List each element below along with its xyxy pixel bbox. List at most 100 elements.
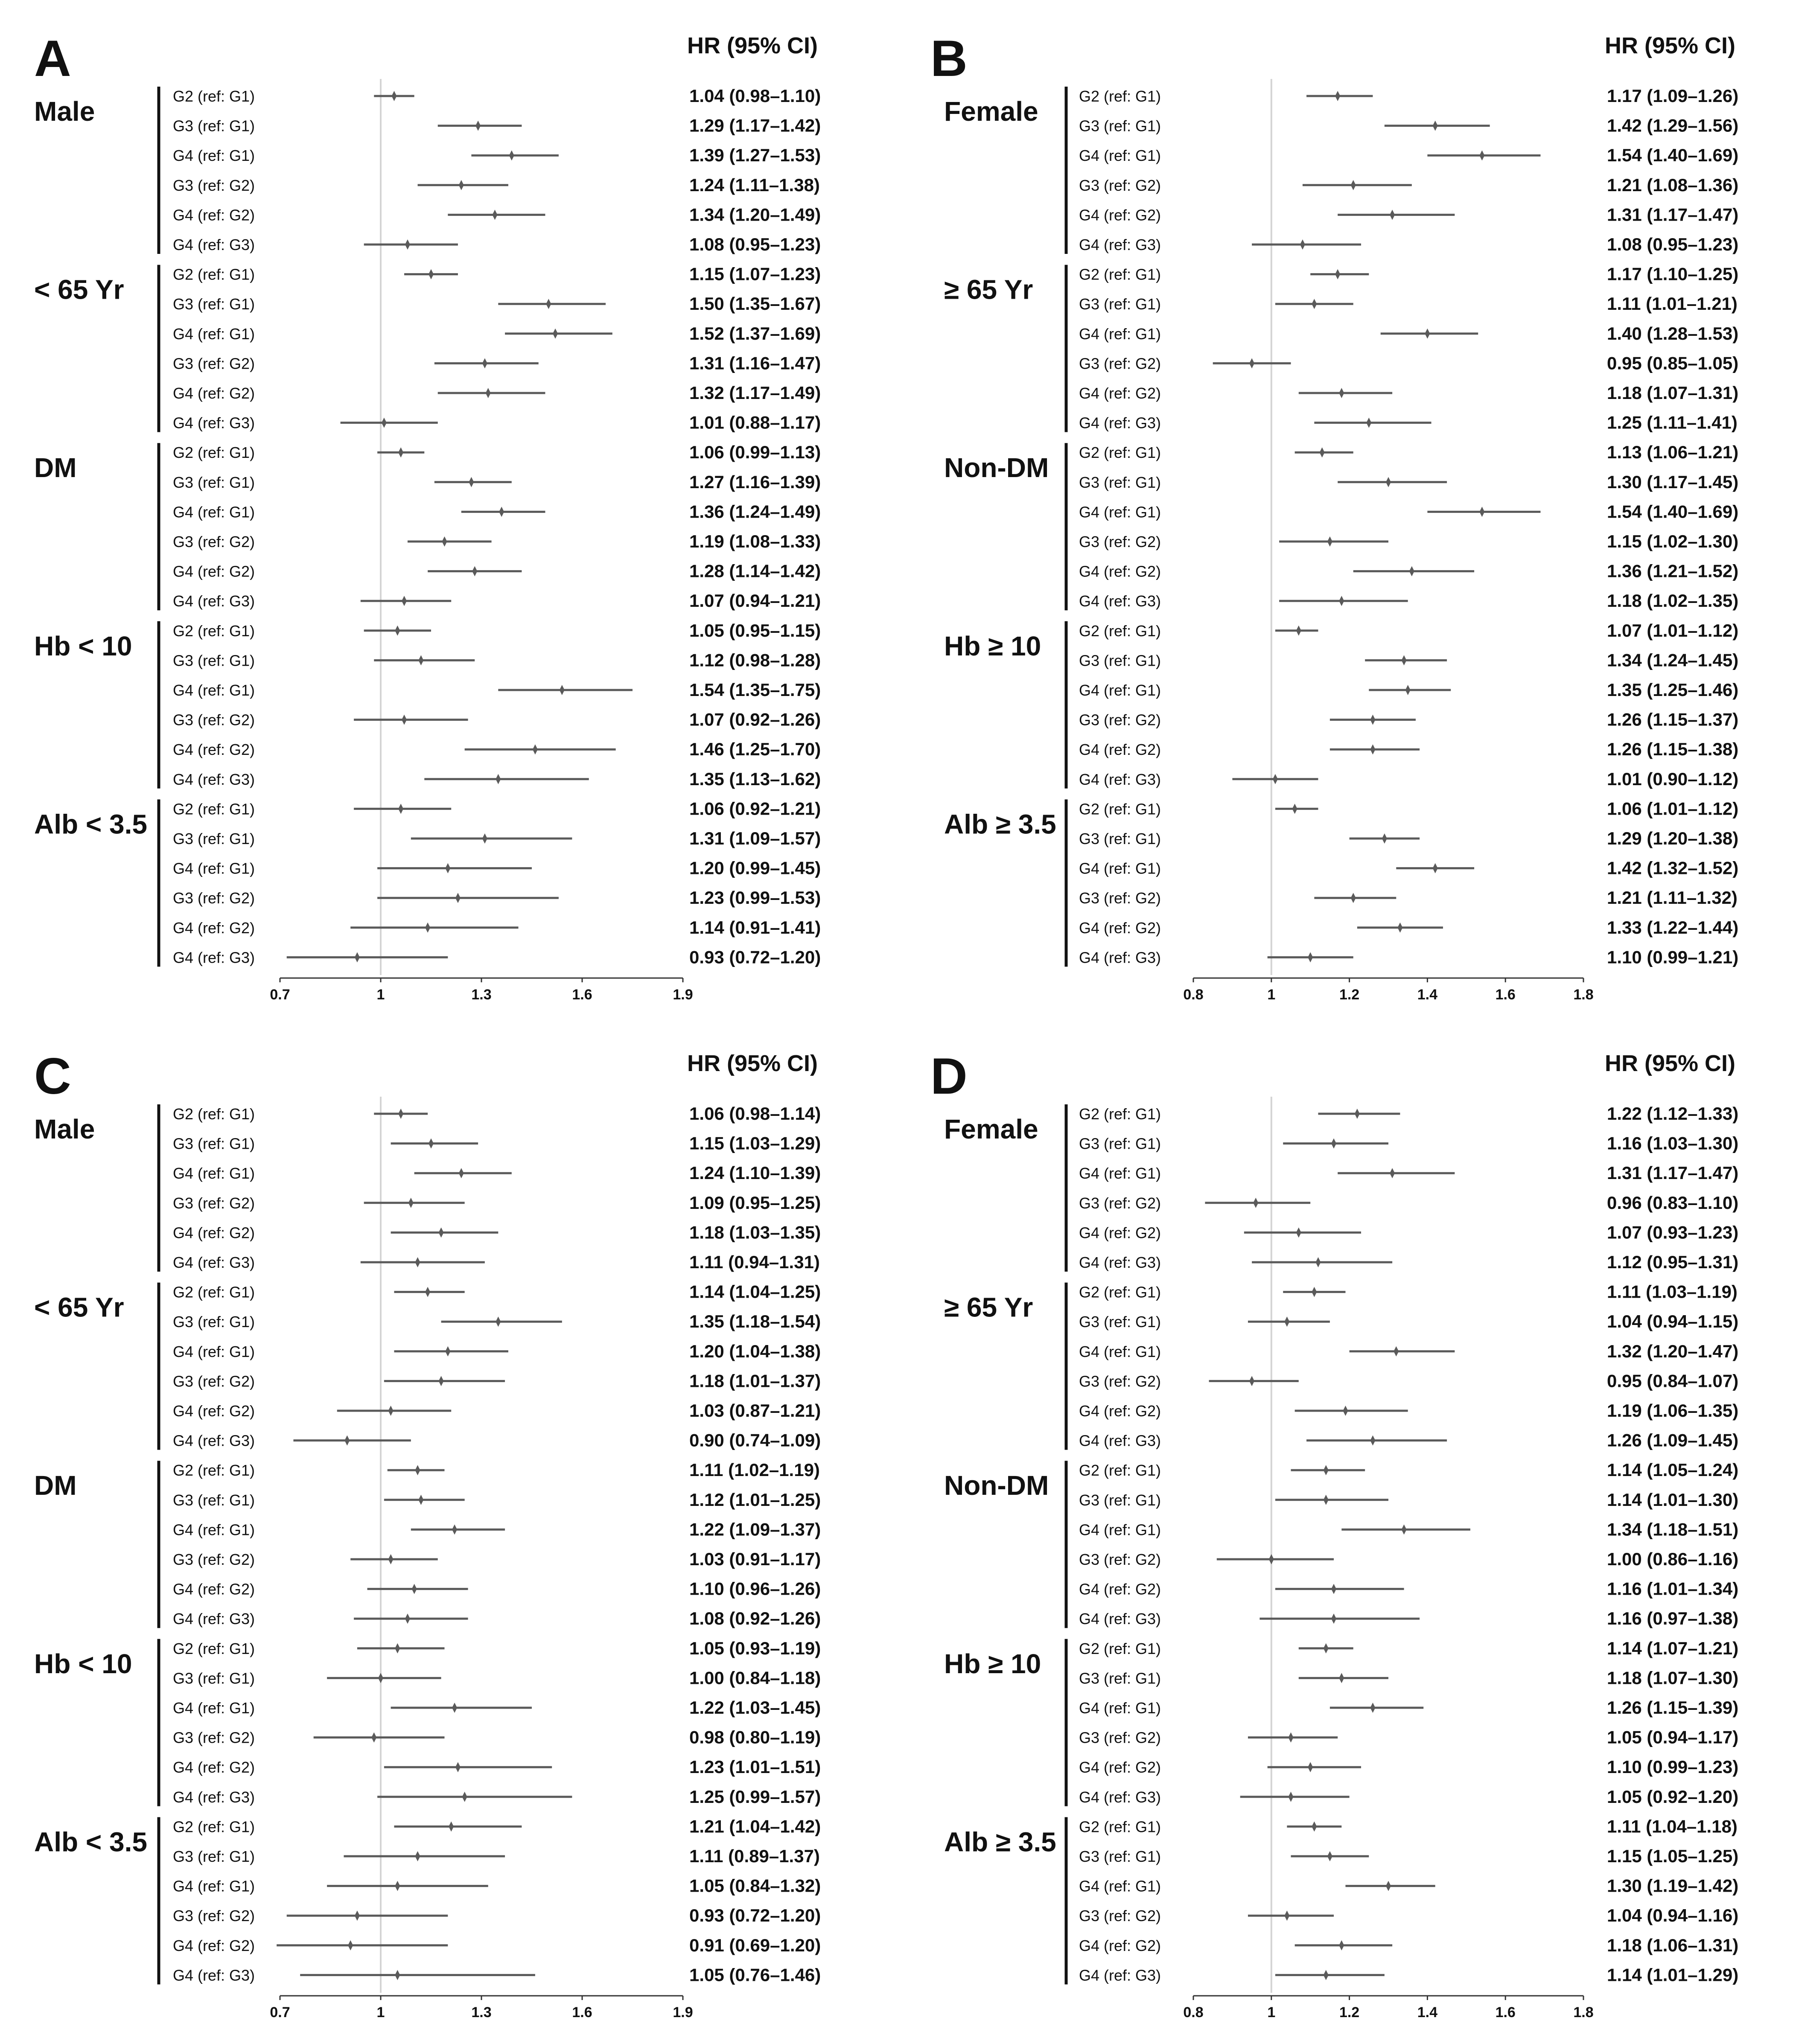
comparison-label: G4 (ref: G1) (1079, 147, 1161, 164)
comparison-label: G4 (ref: G1) (173, 1521, 255, 1538)
hazard-ratio-marker (496, 1316, 501, 1327)
x-tick-label: 1 (1267, 2004, 1275, 2021)
hr-value-text: 1.22 (1.12–1.33) (1607, 1104, 1738, 1124)
hr-value-text: 1.19 (1.08–1.33) (689, 531, 821, 551)
hazard-ratio-marker (1405, 685, 1411, 695)
comparison-label: G4 (ref: G2) (1079, 563, 1161, 580)
hazard-ratio-marker (1343, 1406, 1348, 1416)
hr-value-text: 1.11 (1.03–1.19) (1607, 1282, 1738, 1302)
comparison-label: G3 (ref: G2) (1079, 177, 1161, 194)
hazard-ratio-marker (1370, 1435, 1376, 1446)
hazard-ratio-marker (452, 1524, 458, 1535)
comparison-label: G3 (ref: G2) (173, 1194, 255, 1212)
comparison-label: G3 (ref: G2) (173, 1372, 255, 1390)
hr-value-text: 1.34 (1.18–1.51) (1607, 1519, 1738, 1539)
comparison-label: G4 (ref: G3) (1079, 1966, 1161, 1984)
hazard-ratio-marker (1312, 1821, 1317, 1832)
comparison-label: G4 (ref: G2) (1079, 1224, 1161, 1241)
panel-c: C HR (95% CI) 0.7 1 1.3 1.6 1.9 Male G2 (ref: G1… (34, 1048, 821, 2021)
hazard-ratio-marker (1268, 1554, 1274, 1564)
subgroup-label: Non-DM (944, 452, 1049, 483)
comparison-label: G3 (ref: G2) (1079, 1372, 1161, 1390)
comparison-label: G2 (ref: G1) (1079, 1105, 1161, 1123)
subgroup-label: ≥ 65 Yr (944, 1292, 1033, 1323)
comparison-label: G4 (ref: G3) (173, 1966, 255, 1984)
comparison-label: G4 (ref: G2) (173, 1581, 255, 1598)
hazard-ratio-marker (1272, 774, 1278, 784)
subgroup-label: Male (34, 96, 95, 127)
hazard-ratio-marker (1327, 536, 1332, 547)
hr-value-text: 1.23 (1.01–1.51) (689, 1757, 821, 1777)
comparison-label: G3 (ref: G1) (1079, 1669, 1161, 1687)
comparison-label: G3 (ref: G2) (1079, 1551, 1161, 1568)
hr-value-text: 1.27 (1.16–1.39) (689, 472, 821, 492)
hazard-ratio-marker (1300, 239, 1305, 250)
hr-value-text: 1.11 (1.01–1.21) (1607, 294, 1738, 314)
hr-value-text: 1.14 (1.04–1.25) (689, 1282, 821, 1302)
hr-value-text: 1.31 (1.16–1.47) (689, 353, 821, 373)
subgroup-label: Hb < 10 (34, 1648, 132, 1679)
comparison-label: G4 (ref: G1) (1079, 1878, 1161, 1895)
subgroup-label: Alb < 3.5 (34, 809, 147, 839)
hazard-ratio-marker (492, 210, 498, 220)
x-tick-label: 1.6 (1496, 2004, 1516, 2021)
hr-value-text: 1.34 (1.20–1.49) (689, 204, 821, 224)
comparison-label: G4 (ref: G3) (1079, 771, 1161, 788)
hr-value-text: 1.17 (1.09–1.26) (1607, 86, 1738, 106)
hazard-ratio-marker (1339, 388, 1344, 398)
comparison-label: G4 (ref: G2) (173, 1402, 255, 1420)
hazard-ratio-marker (405, 239, 410, 250)
hr-value-text: 1.54 (1.40–1.69) (1607, 501, 1738, 521)
hazard-ratio-marker (475, 120, 481, 131)
comparison-label: G4 (ref: G3) (173, 592, 255, 610)
hr-value-text: 1.34 (1.24–1.45) (1607, 650, 1738, 670)
comparison-label: G4 (ref: G1) (1079, 1521, 1161, 1538)
subgroup-label: Female (944, 1114, 1038, 1144)
subgroup-label: Alb ≥ 3.5 (944, 1826, 1056, 1857)
hazard-ratio-marker (1253, 1197, 1259, 1208)
comparison-label: G4 (ref: G1) (173, 503, 255, 521)
comparison-label: G2 (ref: G1) (1079, 1818, 1161, 1835)
hazard-ratio-marker (411, 1584, 417, 1594)
comparison-label: G3 (ref: G1) (173, 652, 255, 669)
hr-value-text: 1.24 (1.11–1.38) (689, 175, 820, 195)
hazard-ratio-marker (354, 1910, 360, 1921)
comparison-label: G4 (ref: G2) (1079, 1759, 1161, 1776)
panel-letter: C (34, 1048, 71, 1105)
hr-value-text: 1.07 (0.93–1.23) (1607, 1222, 1738, 1242)
comparison-label: G4 (ref: G3) (173, 1254, 255, 1271)
comparison-label: G3 (ref: G1) (173, 1848, 255, 1865)
hr-value-text: 1.31 (1.17–1.47) (1607, 204, 1738, 224)
comparison-label: G4 (ref: G2) (173, 919, 255, 937)
hr-value-text: 1.14 (1.01–1.30) (1607, 1490, 1738, 1510)
comparison-label: G4 (ref: G3) (173, 949, 255, 966)
comparison-label: G2 (ref: G1) (173, 800, 255, 818)
hr-value-text: 1.05 (0.92–1.20) (1607, 1787, 1738, 1807)
hr-value-text: 1.25 (0.99–1.57) (689, 1787, 821, 1807)
comparison-label: G4 (ref: G2) (173, 563, 255, 580)
x-tick-label: 0.7 (270, 2004, 290, 2021)
hr-value-text: 1.18 (1.07–1.30) (1607, 1668, 1738, 1688)
hazard-ratio-marker (1350, 893, 1356, 903)
hr-value-text: 1.54 (1.35–1.75) (689, 680, 821, 700)
hr-value-text: 1.18 (1.03–1.35) (689, 1222, 821, 1242)
comparison-label: G3 (ref: G1) (173, 830, 255, 847)
hazard-ratio-marker (1370, 714, 1376, 725)
hazard-ratio-marker (1323, 1494, 1329, 1505)
hazard-ratio-marker (1390, 210, 1395, 220)
comparison-label: G4 (ref: G2) (173, 384, 255, 402)
comparison-label: G3 (ref: G2) (173, 177, 255, 194)
comparison-label: G3 (ref: G2) (1079, 1907, 1161, 1925)
hazard-ratio-marker (1288, 1732, 1294, 1743)
hazard-ratio-marker (1386, 477, 1391, 487)
hr-value-text: 1.08 (0.95–1.23) (689, 234, 821, 254)
hr-value-text: 1.36 (1.21–1.52) (1607, 561, 1738, 581)
hr-value-text: 1.54 (1.40–1.69) (1607, 145, 1738, 165)
hazard-ratio-marker (402, 596, 407, 606)
hr-value-text: 1.05 (0.95–1.15) (689, 620, 821, 641)
hazard-ratio-marker (408, 1197, 414, 1208)
hazard-ratio-marker (415, 1465, 420, 1476)
hazard-ratio-marker (1288, 1791, 1294, 1802)
hazard-ratio-marker (449, 1821, 454, 1832)
hr-value-text: 1.00 (0.86–1.16) (1607, 1549, 1738, 1569)
